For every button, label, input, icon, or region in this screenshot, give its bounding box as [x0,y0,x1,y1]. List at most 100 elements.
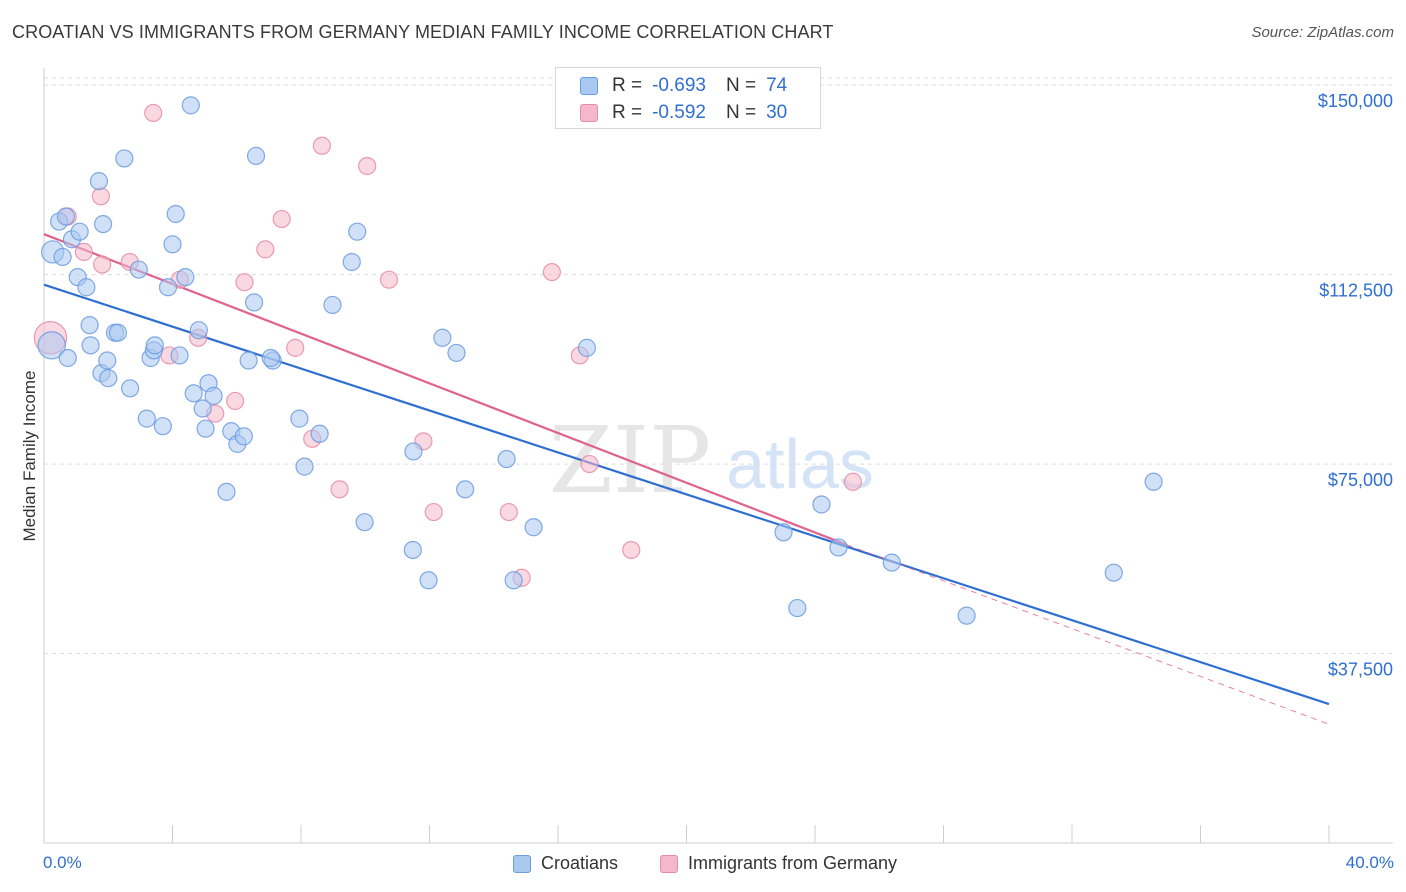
croatians-trend-line [43,283,1330,706]
legend-swatch-germany [580,104,598,122]
croatian-point [145,336,164,355]
legend-swatch-croatians [513,854,531,873]
croatian-point [56,207,75,226]
y-tick-label: $75,000 [1328,470,1393,490]
stats-legend: R = -0.693 N = 74 R = -0.592 N = 30 [555,67,821,129]
croatian-point [99,369,118,388]
croatian-point [204,386,223,405]
germany-point [330,480,349,499]
croatian-point [53,247,72,267]
germany-point [424,502,443,522]
croatian-point [342,252,361,272]
legend-swatch-croatians [580,77,598,95]
croatian-point [158,278,178,297]
croatian-point [115,149,134,168]
y-tick-label: $150,000 [1318,91,1393,111]
croatian-point [1144,472,1163,491]
croatian-point [170,346,189,365]
croatian-point [882,553,901,572]
germany-trend-extension [846,544,1330,725]
croatian-point [37,331,66,360]
croatian-point [77,278,96,297]
croatian-point [310,424,329,443]
croatian-point [524,518,543,537]
croatian-point [129,260,148,279]
croatian-point [774,523,793,542]
croatian-point [957,606,976,625]
germany-point [91,187,110,206]
croatian-point [176,268,195,287]
croatian-point [189,321,208,340]
croatian-point [184,384,203,403]
croatian-point [120,379,140,398]
croatian-point [504,571,523,590]
croatian-point [323,295,342,315]
germany-point [622,540,641,560]
germany-point [312,136,331,155]
legend-item-croatians[interactable]: Croatians [513,853,618,874]
croatian-point [89,172,109,191]
y-tick-label: $37,500 [1328,660,1393,680]
croatian-point [433,328,452,347]
croatian-point [829,538,848,557]
legend-label-germany: Immigrants from Germany [688,853,898,873]
legend-row-germany: R = -0.592 N = 30 [580,102,787,124]
croatian-point [58,348,77,368]
croatian-point [295,457,314,476]
legend-swatch-germany [660,854,678,873]
germany-point [93,255,112,274]
croatian-point [193,399,212,418]
croatian-point [355,513,374,532]
croatian-point [80,316,99,335]
germany-point [358,156,377,176]
germany-point [379,270,399,289]
croatian-point [137,409,156,428]
croatian-point [456,480,475,499]
germany-point [499,502,518,522]
germany-point [226,391,245,411]
germany-point [144,103,163,123]
axes [43,68,1393,844]
croatian-point [234,427,253,446]
legend-r-label: R = [612,102,643,123]
germany-point [542,262,561,282]
croatian-point [244,293,264,312]
croatian-point [261,348,280,368]
croatian-point [577,338,597,357]
y-tick-label: $112,500 [1319,281,1393,301]
croatian-point [788,598,807,618]
croatian-point [419,571,438,590]
legend-r-value: -0.693 [652,75,706,96]
germany-point [843,472,863,491]
croatian-point [153,417,172,436]
croatian-point [94,214,113,234]
croatian-point [348,222,367,241]
legend-label-croatians: Croatians [541,853,619,873]
x-tick-max: 40.0% [1345,853,1394,872]
legend-r-label: R = [612,75,643,96]
germany-point [580,454,599,474]
croatian-point [290,409,309,428]
croatian-point [497,449,516,469]
germany-point [272,209,291,229]
germany-point [256,240,275,259]
legend-n-value: 30 [766,102,788,123]
source-credit: Source: ZipAtlas.com [1251,24,1394,41]
croatian-point [447,343,466,363]
croatian-point [239,351,258,370]
croatian-point [217,482,236,501]
y-tick-labels: $37,500 $75,000 $112,500 $150,000 [1318,91,1393,679]
legend-item-germany[interactable]: Immigrants from Germany [660,853,897,874]
croatian-point [181,96,200,115]
legend-n-value: 74 [766,75,788,96]
legend-row-croatians: R = -0.693 N = 74 [580,75,787,97]
legend-r-value: -0.592 [652,102,706,123]
legend-n-label: N = [725,102,757,123]
croatian-point [163,235,182,254]
chart-title: CROATIAN VS IMMIGRANTS FROM GERMANY MEDI… [12,22,834,42]
x-tick-min: 0.0% [43,853,82,872]
croatian-point [108,323,127,342]
croatian-point [98,351,117,370]
croatian-point [166,204,185,224]
